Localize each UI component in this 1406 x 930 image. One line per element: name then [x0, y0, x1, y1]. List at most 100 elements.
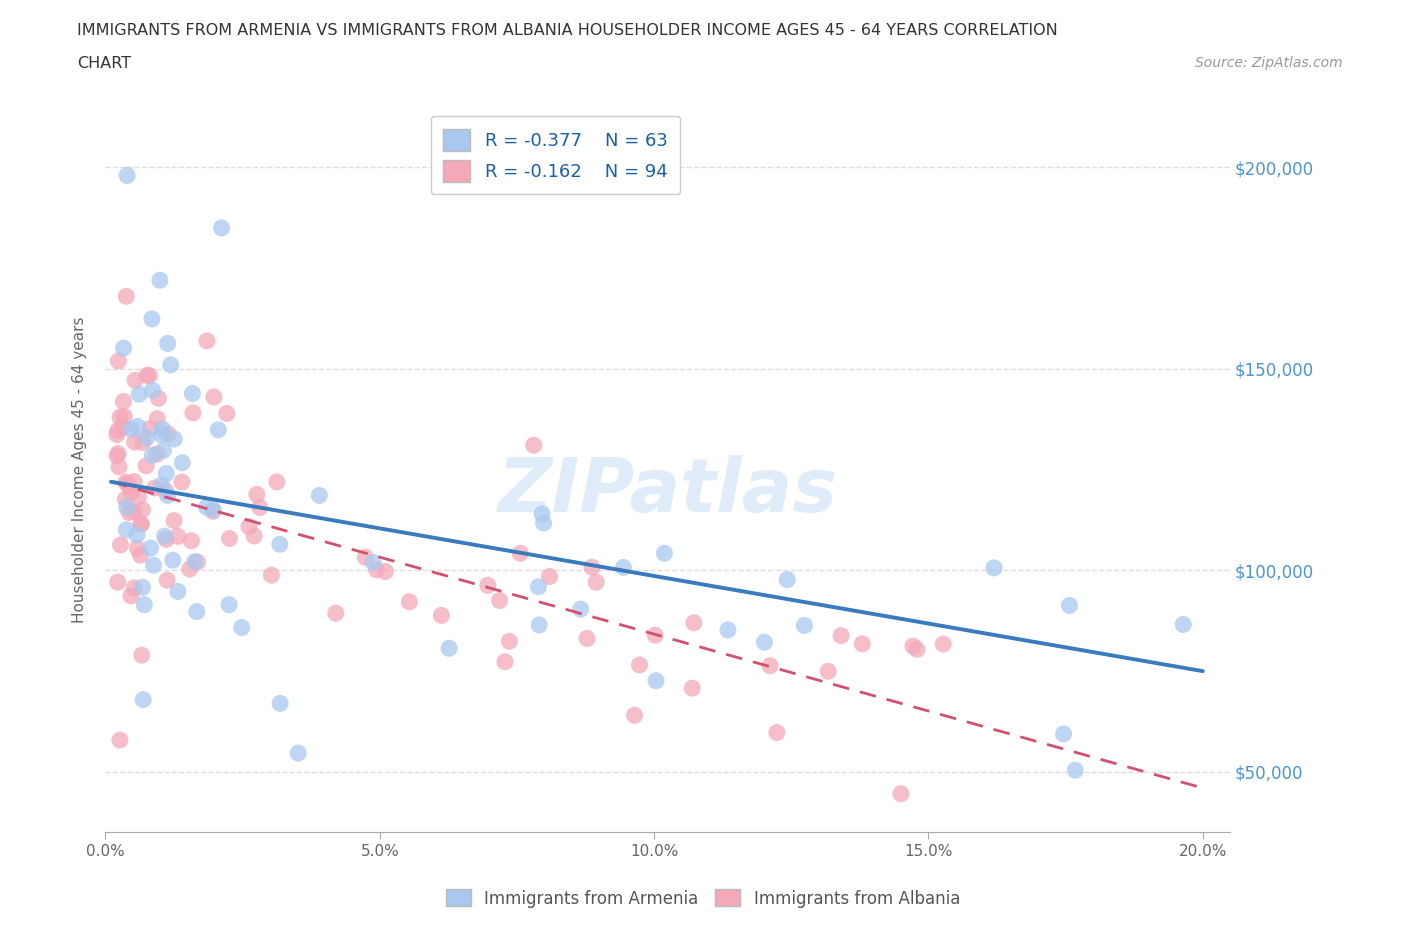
Point	[120, 589, 142, 604]
Y-axis label: Householder Income Ages 45 - 64 years: Householder Income Ages 45 - 64 years	[72, 316, 87, 623]
Point	[155, 484, 177, 498]
Point	[890, 786, 912, 801]
Point	[148, 391, 170, 405]
Point	[186, 604, 208, 619]
Point	[179, 562, 201, 577]
Point	[531, 507, 554, 522]
Point	[1052, 726, 1074, 741]
Point	[817, 664, 839, 679]
Point	[132, 692, 155, 707]
Point	[494, 655, 516, 670]
Point	[215, 406, 238, 421]
Point	[361, 555, 384, 570]
Point	[533, 515, 555, 530]
Point	[143, 481, 166, 496]
Point	[127, 541, 149, 556]
Point	[430, 608, 453, 623]
Point	[170, 474, 193, 489]
Point	[134, 597, 156, 612]
Point	[125, 527, 148, 542]
Point	[776, 572, 799, 587]
Point	[628, 658, 651, 672]
Point	[287, 746, 309, 761]
Point	[498, 634, 520, 649]
Point	[150, 477, 173, 492]
Point	[150, 428, 173, 443]
Point	[115, 168, 138, 183]
Point	[131, 647, 153, 662]
Point	[183, 554, 205, 569]
Point	[163, 432, 186, 446]
Point	[325, 605, 347, 620]
Point	[156, 488, 179, 503]
Point	[110, 538, 132, 552]
Point	[754, 635, 776, 650]
Point	[983, 561, 1005, 576]
Point	[202, 502, 225, 517]
Point	[127, 419, 149, 434]
Point	[793, 618, 815, 633]
Point	[141, 312, 163, 326]
Point	[202, 390, 225, 405]
Point	[131, 502, 153, 517]
Point	[759, 658, 782, 673]
Point	[138, 368, 160, 383]
Point	[155, 532, 177, 547]
Point	[623, 708, 645, 723]
Point	[136, 368, 159, 383]
Point	[150, 421, 173, 436]
Point	[124, 434, 146, 449]
Point	[1064, 763, 1087, 777]
Point	[180, 534, 202, 549]
Point	[374, 565, 396, 579]
Text: CHART: CHART	[77, 56, 131, 71]
Point	[851, 636, 873, 651]
Point	[107, 423, 129, 438]
Point	[146, 411, 169, 426]
Point	[157, 427, 180, 442]
Point	[139, 540, 162, 555]
Point	[129, 548, 152, 563]
Point	[156, 573, 179, 588]
Point	[115, 474, 138, 489]
Point	[108, 459, 131, 474]
Point	[765, 725, 787, 740]
Point	[576, 631, 599, 646]
Point	[477, 578, 499, 592]
Text: IMMIGRANTS FROM ARMENIA VS IMMIGRANTS FROM ALBANIA HOUSEHOLDER INCOME AGES 45 - : IMMIGRANTS FROM ARMENIA VS IMMIGRANTS FR…	[77, 23, 1059, 38]
Point	[156, 336, 179, 351]
Point	[131, 580, 153, 595]
Point	[124, 373, 146, 388]
Point	[523, 438, 546, 453]
Point	[211, 220, 233, 235]
Point	[569, 602, 592, 617]
Point	[269, 696, 291, 711]
Point	[146, 446, 169, 461]
Point	[135, 458, 157, 473]
Point	[538, 569, 561, 584]
Point	[128, 387, 150, 402]
Point	[112, 409, 135, 424]
Point	[260, 567, 283, 582]
Point	[683, 616, 706, 631]
Point	[308, 488, 330, 503]
Point	[121, 485, 143, 499]
Point	[122, 504, 145, 519]
Point	[128, 489, 150, 504]
Legend: Immigrants from Armenia, Immigrants from Albania: Immigrants from Armenia, Immigrants from…	[439, 883, 967, 914]
Point	[488, 593, 510, 608]
Point	[181, 386, 204, 401]
Point	[612, 560, 634, 575]
Point	[115, 523, 138, 538]
Point	[155, 466, 177, 481]
Point	[581, 560, 603, 575]
Point	[105, 448, 128, 463]
Point	[135, 431, 157, 445]
Point	[112, 394, 135, 409]
Point	[509, 546, 531, 561]
Point	[717, 622, 740, 637]
Point	[159, 357, 181, 372]
Point	[149, 272, 172, 287]
Point	[107, 353, 129, 368]
Point	[141, 448, 163, 463]
